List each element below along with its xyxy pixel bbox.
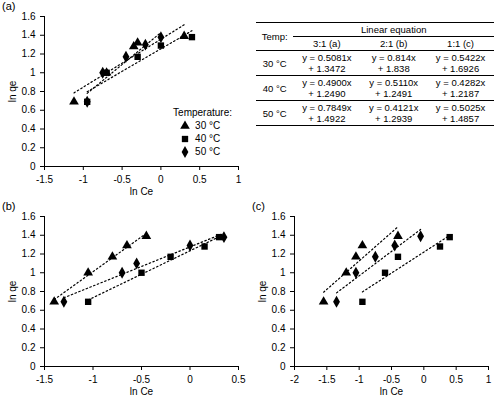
html-text:y = 0.4282x: y = 0.4282x	[435, 77, 486, 88]
html-text:+ 1.2939: + 1.2939	[375, 113, 413, 124]
svg-text:0.4: 0.4	[22, 323, 36, 334]
svg-text:1.6: 1.6	[22, 211, 36, 222]
svg-text:0: 0	[30, 361, 36, 372]
html-text:(b): (b)	[2, 200, 16, 212]
svg-text:-1: -1	[79, 174, 88, 185]
svg-text:1: 1	[486, 374, 492, 385]
html-text:+ 1.4857: + 1.4857	[441, 113, 480, 124]
svg-text:-0.5: -0.5	[113, 174, 131, 185]
html-text:(a): (a)	[2, 0, 16, 12]
svg-text:0.6: 0.6	[22, 104, 36, 115]
svg-text:-0.5: -0.5	[383, 374, 401, 385]
html-text:1:1 (c): 1:1 (c)	[447, 38, 474, 49]
svg-text:1.2: 1.2	[22, 48, 36, 59]
svg-text:0.5: 0.5	[193, 174, 207, 185]
html-text:y = 0.5110x: y = 0.5110x	[369, 77, 418, 88]
svg-text:-1.5: -1.5	[318, 374, 336, 385]
html-text:+ 1.838: + 1.838	[377, 63, 410, 74]
svg-text:0.8: 0.8	[22, 86, 36, 97]
svg-text:-1: -1	[355, 374, 364, 385]
html-text:+ 1.4922: + 1.4922	[308, 113, 346, 124]
html-text:Temp:: Temp:	[261, 31, 288, 42]
svg-text:ln Ce: ln Ce	[130, 386, 154, 397]
html-text:3:1 (a): 3:1 (a)	[313, 38, 341, 49]
svg-text:-1.5: -1.5	[36, 374, 54, 385]
html-text:+ 1.3472: + 1.3472	[308, 63, 346, 74]
svg-text:1: 1	[30, 267, 36, 278]
svg-text:-1: -1	[89, 374, 98, 385]
html-text:y = 0.5422x: y = 0.5422x	[435, 52, 486, 63]
svg-text:-0.5: -0.5	[133, 374, 151, 385]
svg-text:0.4: 0.4	[22, 123, 36, 134]
svg-text:1.4: 1.4	[22, 29, 36, 40]
html-text:2:1 (b): 2:1 (b)	[380, 38, 408, 49]
svg-text:0.8: 0.8	[272, 286, 286, 297]
svg-text:1.4: 1.4	[272, 229, 286, 240]
html-text:50 °C: 50 °C	[262, 107, 287, 119]
svg-text:0.2: 0.2	[22, 142, 36, 153]
html-text:y = 0.5025x: y = 0.5025x	[435, 102, 486, 113]
svg-text:0.2: 0.2	[22, 342, 36, 353]
svg-text:-1.5: -1.5	[36, 174, 54, 185]
svg-text:0: 0	[280, 361, 286, 372]
html-text:40 °C: 40 °C	[195, 133, 221, 144]
svg-text:ln Ce: ln Ce	[380, 386, 404, 397]
html-text:40 °C: 40 °C	[262, 82, 287, 94]
svg-text:1: 1	[236, 174, 242, 185]
html-text:y = 0.814x: y = 0.814x	[371, 52, 416, 63]
svg-text:1.4: 1.4	[22, 229, 36, 240]
html-text:Temperature:: Temperature:	[173, 107, 232, 118]
svg-text:1: 1	[280, 267, 286, 278]
svg-text:ln Ce: ln Ce	[130, 186, 154, 197]
html-text:y = 0.4121x: y = 0.4121x	[369, 102, 419, 113]
html-text:y = 0.4900x: y = 0.4900x	[302, 77, 352, 88]
svg-text:0.4: 0.4	[272, 323, 286, 334]
html-text:y = 0.5081x: y = 0.5081x	[302, 52, 352, 63]
html-text:Linear equation: Linear equation	[361, 24, 427, 35]
svg-text:0.5: 0.5	[449, 374, 463, 385]
svg-text:ln qe: ln qe	[257, 280, 268, 302]
html-text:y = 0.7849x: y = 0.7849x	[302, 102, 352, 113]
html-text:30 °C: 30 °C	[195, 120, 221, 131]
html-text:30 °C: 30 °C	[262, 57, 287, 69]
svg-text:1.6: 1.6	[272, 211, 286, 222]
svg-text:ln qe: ln qe	[7, 280, 18, 302]
svg-text:0.8: 0.8	[22, 286, 36, 297]
html-text:+ 1.2187: + 1.2187	[441, 88, 480, 99]
html-text:+ 1.2490: + 1.2490	[308, 88, 346, 99]
svg-text:1.2: 1.2	[22, 248, 36, 259]
svg-text:1: 1	[30, 67, 36, 78]
svg-text:0.6: 0.6	[272, 304, 286, 315]
html-text:+ 1.6926: + 1.6926	[441, 63, 480, 74]
svg-text:0.5: 0.5	[232, 374, 246, 385]
svg-text:1.6: 1.6	[22, 11, 36, 22]
svg-text:0.2: 0.2	[272, 342, 286, 353]
svg-text:1.2: 1.2	[272, 248, 286, 259]
html-text:+ 1.2491: + 1.2491	[375, 88, 413, 99]
svg-text:0: 0	[421, 374, 427, 385]
svg-text:0: 0	[158, 174, 164, 185]
svg-text:ln qe: ln qe	[7, 80, 18, 102]
html-text:(c): (c)	[252, 200, 265, 212]
html-text:50 °C: 50 °C	[195, 146, 221, 157]
svg-text:0.6: 0.6	[22, 304, 36, 315]
svg-text:-2: -2	[290, 374, 299, 385]
svg-text:0: 0	[30, 161, 36, 172]
svg-text:0: 0	[187, 374, 193, 385]
